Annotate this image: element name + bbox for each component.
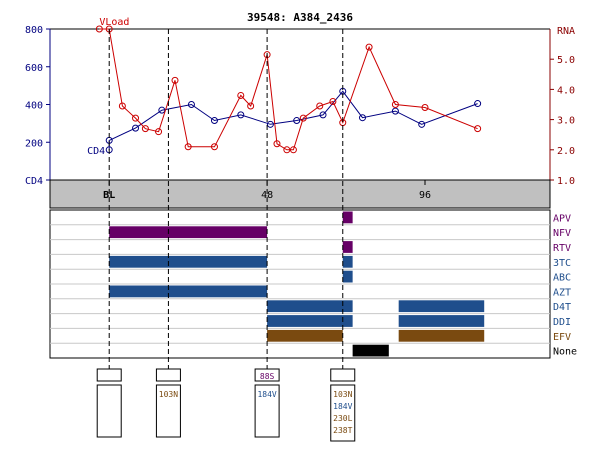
genotype-box [330,384,356,442]
drug-bar-3tc [109,255,268,268]
genotype-box [96,384,122,438]
left-tick-label: 200 [25,138,43,149]
data-point-cd4 [132,124,140,132]
mutation-label: 230L [333,414,352,423]
data-point-vload [289,146,297,154]
data-point-cd4 [293,117,301,125]
drug-label-rtv: RTV [553,243,571,254]
drug-bar-none [352,344,389,357]
drug-label-apv: APV [553,213,571,224]
genotype-box [155,384,181,438]
drug-bar-rtv [342,241,353,253]
drug-bar-d4t [398,300,485,313]
data-point-vload [132,114,140,122]
timeline-band [49,179,551,209]
data-point-cd4 [266,120,274,128]
left-tick-label: 800 [25,25,43,36]
data-point-vload [237,91,245,99]
data-point-vload [247,102,255,110]
data-point-vload [95,25,103,33]
data-point-vload [421,104,429,112]
right-tick-label: 5.0 [557,55,575,66]
data-point-vload [391,101,399,108]
data-point-vload [171,76,179,84]
data-point-vload [474,125,482,133]
chart-title: 39548: A384_2436 [247,11,353,24]
data-point-vload [299,114,307,122]
right-tick-label: 3.0 [557,116,575,127]
genotype-top-box [155,368,181,382]
data-point-vload [329,97,337,105]
timeline-tick-label: BL [103,190,115,201]
data-point-vload [141,125,149,133]
series-label-cd4: CD4 [87,146,105,157]
drug-bar-efv [267,329,343,342]
series-line-cd4 [108,90,478,150]
data-point-cd4 [391,107,399,115]
mutation-label: 184V [257,390,276,399]
drug-label-nfv: NFV [553,228,571,239]
genotype-top-box [330,368,356,382]
right-tick-label: 2.0 [557,146,575,157]
mutation-label: 103N [159,390,178,399]
mutation-label: 184V [333,402,352,411]
data-point-vload [273,140,281,148]
right-tick-label: 4.0 [557,85,575,96]
data-point-vload [155,128,163,136]
mutation-label: 238T [333,426,352,435]
timeline-tick-label: 48 [261,190,273,201]
right-tick-label: 1.0 [557,176,575,187]
genotype-top-label: 88S [260,372,275,381]
data-point-vload [118,102,126,110]
left-tick-label: 400 [25,101,43,112]
drug-bar-efv [398,329,485,342]
drug-bar-3tc [342,255,353,268]
genotype-top-box [254,368,280,382]
timeline-tick-label: 96 [419,190,431,201]
right-axis-label: RNA [557,26,575,37]
data-point-cd4 [237,111,245,119]
genotype-box [254,384,280,438]
data-point-cd4 [474,100,482,108]
data-point-cd4 [319,111,327,119]
mutation-label: 103N [333,390,352,399]
genotype-top-box [96,368,122,382]
data-point-vload [316,102,324,110]
series-label-vload: VLoad [99,17,129,28]
drug-bar-azt [109,285,268,298]
data-point-cd4 [359,114,366,122]
drug-label-ddi: DDI [553,317,571,328]
data-point-cd4 [187,101,195,108]
data-point-vload [283,146,291,154]
drug-label-3tc: 3TC [553,258,571,269]
data-point-cd4 [158,106,166,114]
drug-label-abc: ABC [553,273,571,284]
drug-bar-ddi [267,315,353,327]
left-tick-label: 600 [25,63,43,74]
left-tick-label: CD4 [25,176,43,187]
drug-bar-abc [342,270,353,283]
drug-bar-ddi [398,315,485,327]
drug-label-d4t: D4T [553,302,571,313]
data-point-cd4 [418,120,426,128]
drug-label-efv: EFV [553,332,571,343]
drug-bar-nfv [109,226,268,239]
data-point-vload [210,143,218,151]
drug-label-azt: AZT [553,287,571,298]
drug-bar-d4t [267,300,353,313]
drug-label-none: None [553,347,577,358]
data-point-vload [184,143,192,151]
drug-bar-apv [342,211,353,224]
data-point-vload [365,43,373,51]
data-point-cd4 [210,117,218,125]
